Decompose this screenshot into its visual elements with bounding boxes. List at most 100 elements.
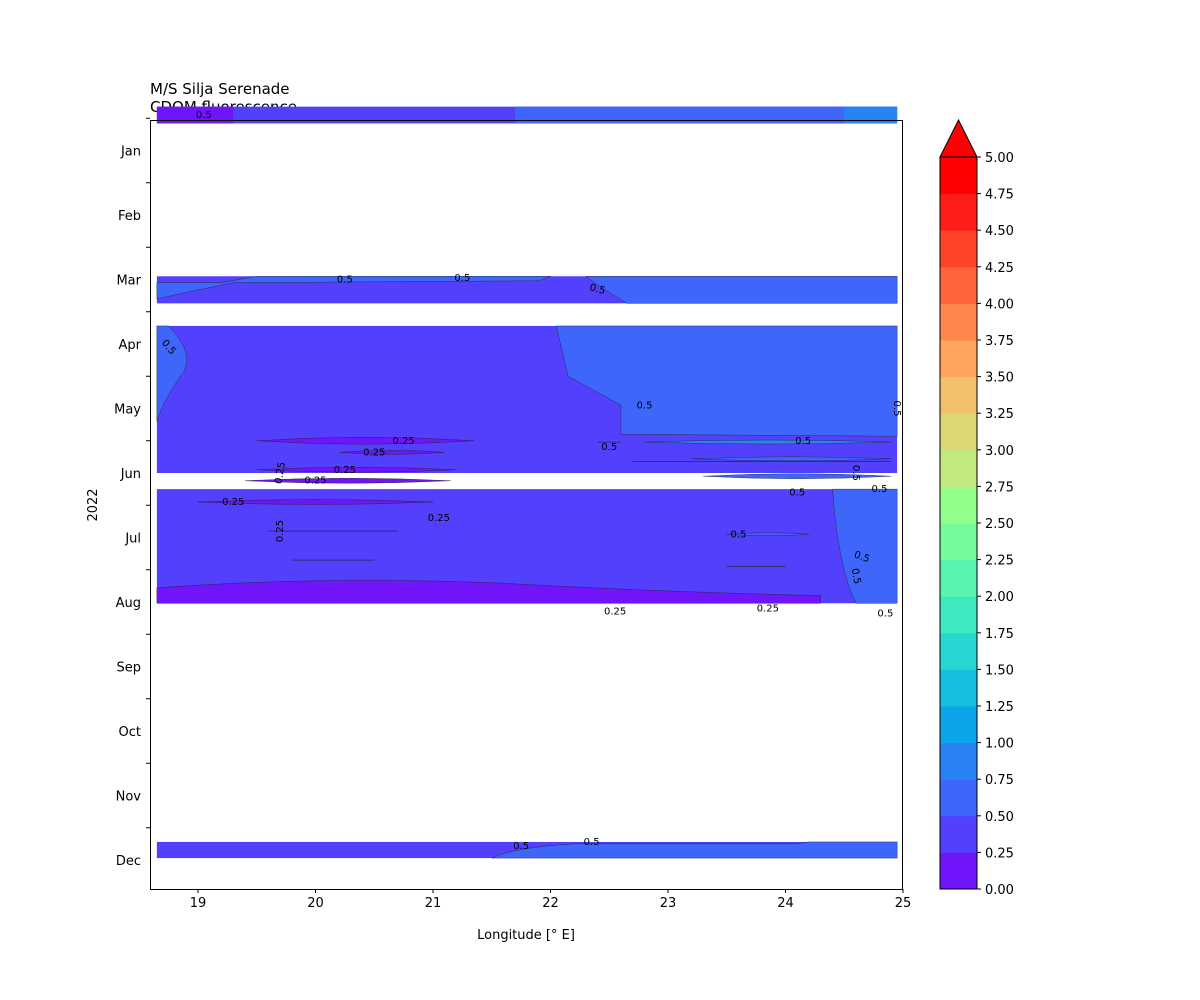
y-tick-label: Feb <box>118 209 141 224</box>
contour-label: 0.5 <box>513 841 529 852</box>
colorbar-tick-label: 0.75 <box>985 773 1014 788</box>
colorbar-segment <box>940 852 977 890</box>
colorbar-segment <box>940 779 977 817</box>
y-tick-label: May <box>114 403 141 418</box>
y-tick-label: Dec <box>116 854 141 869</box>
x-axis: 19 20 21 22 23 24 25 <box>190 889 912 911</box>
contour-label: 0.25 <box>273 461 288 485</box>
contour-label: 0.5 <box>852 549 871 565</box>
colorbar-segment <box>940 340 977 378</box>
contour-label: 0.5 <box>601 442 617 453</box>
y-axis-label: 2022 <box>86 488 101 521</box>
plot-area <box>156 106 898 859</box>
colorbar-tick-label: 2.50 <box>985 517 1014 532</box>
contour-label: 0.5 <box>891 401 902 417</box>
contour-label: 0.5 <box>789 487 805 498</box>
contour-label: 0.5 <box>196 110 212 121</box>
colorbar-segment <box>940 303 977 341</box>
x-axis-label: Longitude [° E] <box>477 928 575 943</box>
colorbar-tick-label: 1.50 <box>985 663 1014 678</box>
colorbar-segment <box>940 815 977 853</box>
colorbar-segment <box>940 669 977 707</box>
colorbar-tick-label: 4.50 <box>985 224 1014 239</box>
y-tick-label: Nov <box>116 790 142 805</box>
colorbar-segment <box>940 559 977 597</box>
region-low <box>256 467 457 473</box>
x-tick-label: 24 <box>777 896 794 911</box>
colorbar-segment <box>940 449 977 487</box>
contour-label: 0.5 <box>584 837 600 848</box>
region-low <box>256 437 475 445</box>
contour-labels: 0.5 0.5 0.5 0.5 0.5 0.5 0.5 0.5 0.25 0.25 0.5 0.25 0… <box>159 110 902 852</box>
colorbar-tick-label: 1.75 <box>985 627 1014 642</box>
x-tick-label: 21 <box>425 896 442 911</box>
region-high <box>644 439 892 445</box>
contour-label: 0.25 <box>334 465 356 476</box>
region-mid <box>832 488 898 604</box>
contour-label: 0.5 <box>849 567 863 585</box>
contour-label: 0.25 <box>275 520 286 542</box>
region-high <box>844 106 898 124</box>
colorbar-tick-label: 0.00 <box>985 883 1014 898</box>
region-mid <box>585 276 898 304</box>
colorbar-tick-label: 2.25 <box>985 554 1014 569</box>
y-tick-label: Oct <box>119 725 141 740</box>
contour-label: 0.25 <box>392 436 414 447</box>
colorbar-segment <box>940 596 977 634</box>
colorbar-tick-label: 3.50 <box>985 371 1014 386</box>
colorbar-segment <box>940 193 977 231</box>
contour-label: 0.5 <box>588 282 606 297</box>
contour-label: 0.5 <box>731 529 747 540</box>
y-tick-label: Aug <box>116 596 141 611</box>
colorbar-segment <box>940 157 977 195</box>
region-low <box>156 580 821 604</box>
contour-label: 0.5 <box>795 436 811 447</box>
x-tick-label: 20 <box>307 896 324 911</box>
y-tick-label: Mar <box>116 274 141 289</box>
colorbar-segment <box>940 413 977 451</box>
colorbar-segment <box>940 632 977 670</box>
contour-label: 0.5 <box>872 484 888 495</box>
region-mid <box>703 473 892 479</box>
y-tick-label: Apr <box>119 338 142 353</box>
contour-label: 0.5 <box>454 273 470 284</box>
colorbar-segment <box>940 486 977 524</box>
region-low <box>244 478 451 484</box>
x-tick-label: 19 <box>190 896 207 911</box>
colorbar-tick-label: 0.50 <box>985 810 1014 825</box>
colorbar-tick-label: 0.25 <box>985 846 1014 861</box>
contour-lines <box>268 441 892 567</box>
contour-label: 0.5 <box>337 275 353 286</box>
region-mid <box>515 106 898 124</box>
contour-label: 0.25 <box>363 447 385 458</box>
colorbar-segment <box>940 742 977 780</box>
colorbar-tick-label: 1.25 <box>985 700 1014 715</box>
colorbar-segment <box>940 266 977 304</box>
colorbar-segment <box>940 523 977 561</box>
x-tick-label: 22 <box>542 896 559 911</box>
contour-label: 0.5 <box>637 400 653 411</box>
colorbar-tick-label: 5.00 <box>985 151 1014 166</box>
region-mid <box>556 325 898 437</box>
region-low <box>338 450 445 455</box>
contour-label: 0.25 <box>604 607 626 618</box>
region-mid <box>156 276 551 300</box>
region-mid <box>691 456 892 462</box>
colorbar-tick-label: 3.00 <box>985 444 1014 459</box>
colorbar-tick-label: 4.75 <box>985 188 1014 203</box>
contour-label: 0.25 <box>304 476 326 487</box>
colorbar-tick-label: 2.00 <box>985 590 1014 605</box>
y-tick-label: Jan <box>120 145 141 160</box>
contour-label: 0.25 <box>222 497 244 508</box>
contour-label: 0.25 <box>757 603 779 614</box>
colorbar-tick-label: 2.75 <box>985 480 1014 495</box>
colorbar-tick-label: 3.75 <box>985 334 1014 349</box>
colorbar-segment <box>940 230 977 268</box>
x-tick-label: 25 <box>895 896 912 911</box>
colorbar-tick-label: 4.00 <box>985 297 1014 312</box>
contour-label: 0.5 <box>877 609 893 620</box>
contour-label: 0.5 <box>850 465 861 481</box>
colorbar: 0.00 0.25 0.50 0.75 1.00 1.25 1.50 1.75 2.00 2.25… <box>939 118 1014 898</box>
colorbar-segment <box>940 706 977 744</box>
